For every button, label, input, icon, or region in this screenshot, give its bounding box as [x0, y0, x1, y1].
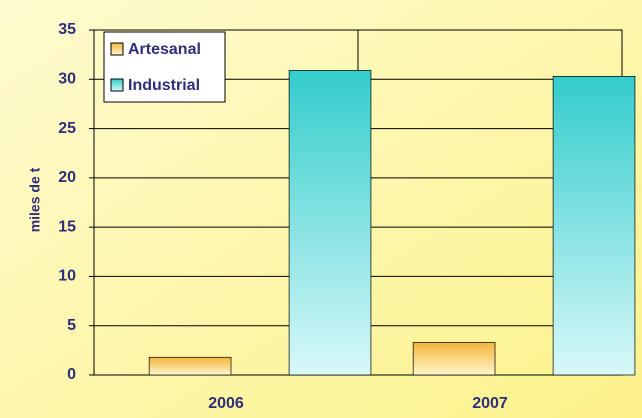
legend-box [103, 31, 226, 103]
x-tick-label: 2006 [208, 395, 244, 412]
bar [552, 75, 636, 376]
legend-label: Industrial [128, 77, 200, 94]
bar [412, 342, 496, 376]
y-tick-label: 25 [58, 120, 76, 137]
legend-swatch [110, 42, 124, 56]
legend-swatch [110, 78, 124, 92]
y-tick-label: 30 [58, 71, 76, 88]
y-tick-label: 10 [58, 268, 76, 285]
y-tick-label: 15 [58, 218, 76, 235]
y-tick-label: 20 [58, 169, 76, 186]
y-axis-label: miles de t [27, 167, 43, 232]
bar [148, 356, 232, 376]
legend-label: Artesanal [128, 41, 201, 58]
y-tick-label: 5 [67, 317, 76, 334]
y-tick-label: 0 [67, 366, 76, 383]
y-tick-label: 35 [58, 21, 76, 38]
x-tick-label: 2007 [472, 395, 508, 412]
bar [288, 70, 372, 376]
